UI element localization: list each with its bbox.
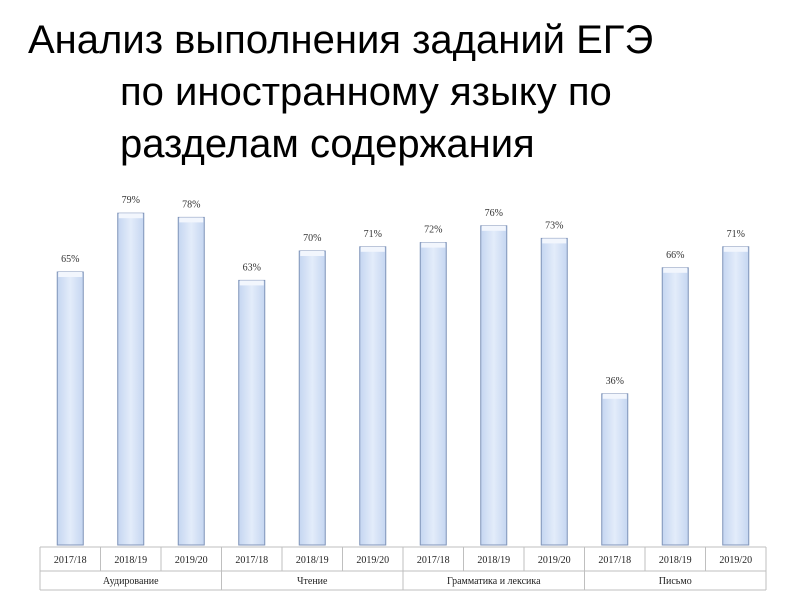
year-label-3-3: 2019/20: [538, 555, 571, 566]
year-label-2-2: 2018/19: [296, 555, 329, 566]
title-line-3: разделам содержания: [120, 122, 535, 166]
bar-1-2: [117, 212, 145, 546]
bar-cap-4-1: [602, 393, 627, 399]
bar-cap-2-1: [239, 280, 264, 286]
bar-3-3: [540, 237, 568, 546]
bar-cap-1-3: [179, 217, 204, 223]
bar-2-3: [359, 246, 387, 546]
bar-cap-4-3: [723, 246, 748, 252]
bar-4-3: [722, 246, 750, 546]
year-label-1-2: 2018/19: [114, 555, 147, 566]
year-label-4-2: 2018/19: [659, 555, 692, 566]
group-label-1: Аудирование: [103, 576, 159, 587]
year-label-4-3: 2019/20: [719, 555, 752, 566]
value-label-1-3: 78%: [182, 199, 200, 210]
group-label-3: Грамматика и лексика: [447, 576, 541, 587]
value-label-4-1: 36%: [606, 376, 624, 387]
year-label-1-3: 2019/20: [175, 555, 208, 566]
value-label-2-2: 70%: [303, 233, 321, 244]
page-title: Анализ выполнения заданий ЕГЭ по иностра…: [28, 14, 653, 170]
year-label-2-3: 2019/20: [356, 555, 389, 566]
group-label-4: Письмо: [659, 576, 692, 587]
year-label-2-1: 2017/18: [235, 555, 268, 566]
title-line-2: по иностранному языку по: [120, 70, 612, 114]
bar-cap-2-3: [360, 246, 385, 252]
year-label-3-1: 2017/18: [417, 555, 450, 566]
bar-cap-1-2: [118, 213, 143, 219]
value-label-4-2: 66%: [666, 250, 684, 261]
bar-cap-3-3: [542, 238, 567, 244]
category-axis: 2017/18 2018/19 2019/20 Аудирование 2017/18 2…: [39, 546, 767, 591]
bar-cap-3-1: [421, 242, 446, 248]
value-label-4-3: 71%: [727, 229, 745, 240]
value-label-1-1: 65%: [61, 254, 79, 265]
value-label-2-3: 71%: [364, 229, 382, 240]
bar-cap-1-1: [58, 272, 83, 277]
value-label-3-2: 76%: [485, 208, 503, 219]
bar-4-1: [601, 393, 629, 546]
bar-cap-2-2: [300, 251, 325, 256]
bar-cap-3-2: [481, 225, 506, 231]
year-label-1-1: 2017/18: [54, 555, 87, 566]
value-label-2-1: 63%: [243, 262, 261, 273]
title-line-1: Анализ выполнения заданий ЕГЭ: [28, 18, 654, 62]
bar-2-2: [298, 250, 326, 546]
year-label-3-2: 2018/19: [477, 555, 510, 566]
group-label-2: Чтение: [297, 576, 328, 587]
value-label-3-3: 73%: [545, 220, 563, 231]
value-label-3-1: 72%: [424, 225, 442, 236]
bar-1-1: [56, 271, 84, 546]
bar-3-1: [419, 242, 447, 546]
bar-1-3: [177, 216, 205, 546]
bar-4-2: [661, 267, 689, 546]
bar-cap-4-2: [663, 267, 688, 273]
bars-layer: 65% 79% 78% 63% 70% 71% 72% 76% 73% 36% 66% 71%: [56, 195, 750, 546]
year-label-4-1: 2017/18: [598, 555, 631, 566]
bar-2-1: [238, 279, 266, 546]
bar-3-2: [480, 225, 508, 546]
value-label-1-2: 79%: [122, 195, 140, 206]
